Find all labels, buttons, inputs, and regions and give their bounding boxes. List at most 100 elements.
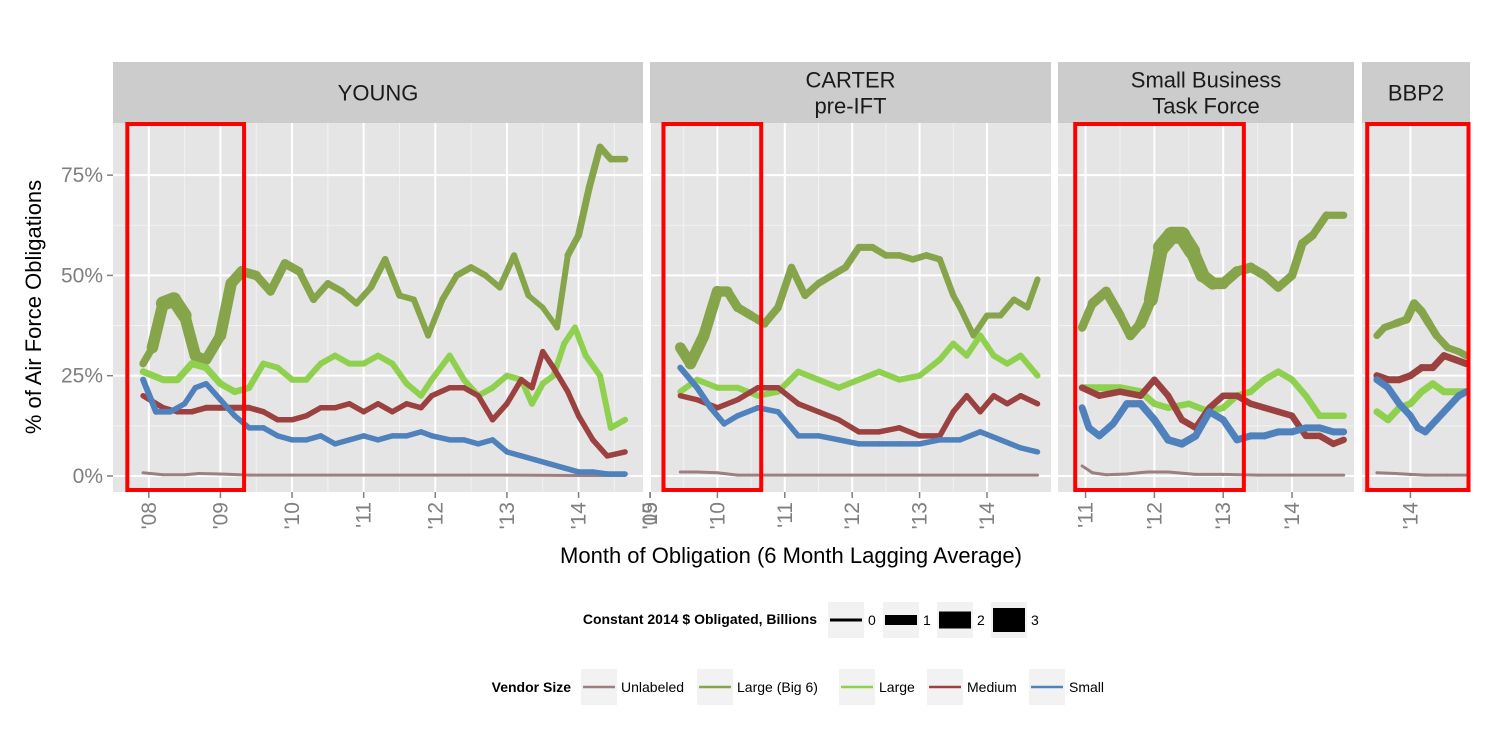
series-segment-medium bbox=[1151, 376, 1172, 399]
series-segment-unlabeled bbox=[141, 471, 165, 477]
series-segment-large bbox=[694, 376, 721, 391]
panel-strip bbox=[113, 62, 643, 123]
panel-title: BBP2 bbox=[1388, 81, 1444, 106]
series-segment-large bbox=[303, 360, 324, 383]
series-segment-unlabeled bbox=[1221, 472, 1260, 477]
series-segment-small bbox=[203, 380, 224, 403]
series-big6 bbox=[1077, 211, 1348, 341]
series-segment-medium bbox=[428, 384, 453, 399]
series-segment-medium bbox=[575, 413, 596, 443]
series-segment-unlabeled bbox=[1375, 471, 1398, 476]
color-legend-title: Vendor Size bbox=[492, 679, 572, 695]
series-big6 bbox=[139, 143, 629, 368]
x-tick-label: '12 bbox=[1143, 502, 1166, 529]
series-segment-small bbox=[232, 413, 252, 431]
series-segment-large bbox=[1302, 392, 1323, 420]
series-segment-small bbox=[916, 437, 943, 447]
series-segment-small bbox=[1109, 400, 1131, 428]
series-segment-large bbox=[428, 352, 453, 383]
series-segment-small bbox=[977, 429, 1004, 443]
series-segment-big6 bbox=[310, 280, 332, 303]
series-segment-big6 bbox=[1101, 286, 1125, 321]
size-legend-label: 0 bbox=[868, 612, 876, 628]
series-segment-big6 bbox=[698, 285, 724, 342]
series-segment-large bbox=[876, 368, 903, 383]
panel-title: Task Force bbox=[1152, 94, 1260, 119]
series-segment-big6 bbox=[1455, 348, 1470, 360]
series-segment-small bbox=[734, 405, 761, 419]
size-legend-label: 2 bbox=[977, 612, 985, 628]
series-segment-big6 bbox=[511, 252, 532, 299]
highlight-box bbox=[125, 122, 247, 492]
series-segment-large bbox=[815, 376, 842, 391]
panel-title: YOUNG bbox=[338, 81, 419, 106]
series-segment-large bbox=[896, 372, 923, 383]
series-segment-big6 bbox=[410, 296, 432, 339]
series-segment-large bbox=[528, 380, 546, 407]
series-segment-medium bbox=[590, 437, 610, 459]
series-segment-big6 bbox=[439, 272, 460, 303]
series-segment-big6 bbox=[841, 243, 863, 271]
x-tick-label: '12 bbox=[424, 502, 447, 529]
series-segment-unlabeled bbox=[1166, 470, 1198, 476]
series-segment-big6 bbox=[214, 277, 237, 342]
y-axis-title: % of Air Force Obligations bbox=[21, 180, 46, 434]
series-segment-medium bbox=[1116, 388, 1144, 399]
size-legend-label: 1 bbox=[923, 612, 931, 628]
series-segment-large bbox=[245, 360, 267, 391]
series-segment-medium bbox=[1164, 392, 1186, 424]
series-segment-unlabeled bbox=[1104, 472, 1129, 477]
x-tick-label: '14 bbox=[1399, 502, 1422, 530]
series-segment-medium bbox=[1137, 376, 1158, 399]
highlight-box bbox=[661, 122, 764, 492]
series-segment-big6 bbox=[425, 296, 446, 339]
series-segment-unlabeled bbox=[183, 472, 201, 477]
series-segment-small bbox=[694, 384, 714, 411]
color-legend-label: Medium bbox=[967, 679, 1017, 695]
series-segment-medium bbox=[815, 409, 842, 423]
series-unlabeled bbox=[678, 470, 1040, 477]
series-segment-large bbox=[963, 332, 984, 359]
series-segment-medium bbox=[937, 409, 957, 439]
series-segment-big6 bbox=[525, 292, 546, 311]
series-segment-medium bbox=[529, 348, 546, 391]
series-segment-unlabeled bbox=[695, 470, 719, 475]
series-segment-big6 bbox=[146, 297, 169, 354]
series-segment-small bbox=[1219, 416, 1241, 444]
series-segment-big6 bbox=[585, 143, 604, 191]
series-segment-large bbox=[1116, 384, 1145, 396]
series-small bbox=[1373, 376, 1470, 436]
series-segment-small bbox=[997, 437, 1024, 451]
series-segment-small bbox=[775, 409, 802, 439]
series-segment-small bbox=[428, 433, 453, 443]
series-segment-large bbox=[855, 368, 883, 383]
x-tick-label: '09 bbox=[209, 502, 232, 529]
series-small bbox=[1078, 400, 1348, 448]
series-segment-large bbox=[795, 368, 822, 383]
series-segment-medium bbox=[734, 384, 761, 403]
series-segment-large bbox=[403, 380, 424, 399]
series-segment-medium bbox=[775, 384, 802, 407]
x-tick-label: '15 bbox=[639, 502, 662, 529]
series-segment-medium bbox=[795, 401, 822, 415]
plot-background bbox=[113, 123, 643, 492]
panel-0: YOUNG '08 '09 '10 '11 '12 '13 '14 '15 bbox=[113, 62, 662, 529]
series-segment-big6 bbox=[554, 252, 571, 331]
size-legend-label: 3 bbox=[1031, 612, 1039, 628]
series-segment-medium bbox=[504, 376, 524, 407]
x-tick-label: '10 bbox=[281, 502, 304, 529]
panel-title: pre-IFT bbox=[814, 94, 886, 119]
series-segment-small bbox=[489, 437, 510, 455]
series-segment-unlabeled bbox=[1080, 464, 1094, 475]
x-axis-title: Month of Obligation (6 Month Lagging Ave… bbox=[560, 543, 1022, 568]
y-tick-label: 25% bbox=[61, 365, 103, 388]
series-segment-small bbox=[707, 404, 728, 427]
series-segment-large bbox=[274, 364, 296, 383]
series-segment-unlabeled bbox=[1125, 470, 1149, 476]
x-tick-label: '12 bbox=[841, 502, 864, 529]
series-segment-large bbox=[1288, 376, 1310, 399]
series-segment-medium bbox=[565, 388, 582, 419]
series-segment-medium bbox=[539, 348, 557, 371]
